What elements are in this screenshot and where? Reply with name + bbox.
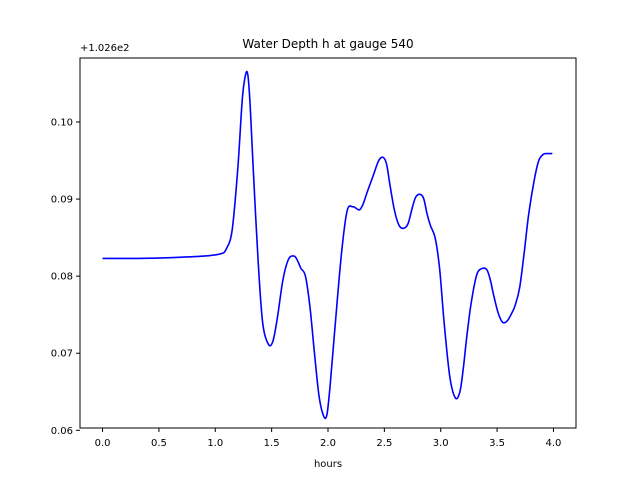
y-tick-label: 0.08 xyxy=(51,272,73,283)
x-tick-label: 0.5 xyxy=(151,438,167,449)
x-tick-label: 3.5 xyxy=(489,438,505,449)
x-tick-label: 2.0 xyxy=(320,438,336,449)
x-tick-label: 1.0 xyxy=(207,438,223,449)
x-axis-label: hours xyxy=(314,459,342,470)
plot-area xyxy=(102,70,553,420)
chart-title: Water Depth h at gauge 540 xyxy=(242,37,413,51)
y-tick-label: 0.07 xyxy=(51,349,73,360)
x-tick-label: 4.0 xyxy=(546,438,562,449)
x-tick-label: 3.0 xyxy=(433,438,449,449)
x-tick-label: 1.5 xyxy=(264,438,280,449)
y-tick-label: 0.10 xyxy=(51,117,73,128)
x-tick-label: 0.0 xyxy=(95,438,111,449)
y-tick-label: 0.09 xyxy=(51,195,73,206)
y-tick-label: 0.06 xyxy=(51,426,73,437)
y-offset-label: +1.026e2 xyxy=(80,43,130,54)
series-line-0 xyxy=(102,70,553,420)
x-axis: 0.0 0.5 1.0 1.5 2.0 2.5 3.0 3.5 4.0 xyxy=(95,428,562,449)
x-tick-label: 2.5 xyxy=(376,438,392,449)
y-axis: 0.06 0.07 0.08 0.09 0.10 xyxy=(51,117,80,437)
